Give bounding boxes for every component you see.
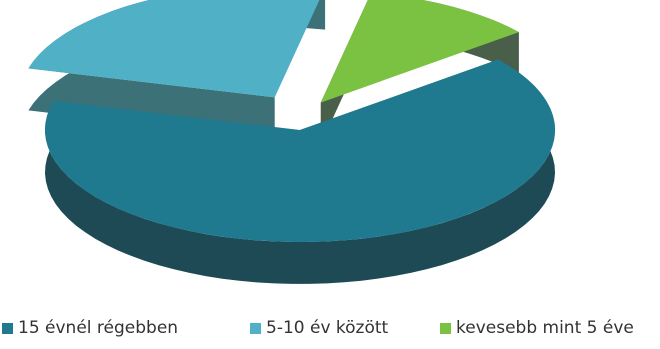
legend-label-15-plus: 15 évnél régebben	[18, 318, 179, 338]
pie-slice-under-5	[320, 0, 519, 103]
legend-item-under-5: kevesebb mint 5 éve	[440, 318, 634, 338]
pie-slice-15-plus	[45, 59, 556, 242]
legend-item-15-plus: 15 évnél régebben	[2, 318, 178, 338]
legend-label-5-10: 5-10 év között	[266, 318, 389, 338]
legend-swatch-under-5	[440, 322, 451, 334]
legend-item-5-10: 5-10 év között	[250, 318, 388, 338]
pie-chart	[28, 0, 556, 284]
legend-swatch-5-10	[250, 322, 261, 334]
legend-swatch-15-plus	[2, 322, 13, 334]
legend-label-under-5: kevesebb mint 5 éve	[456, 318, 634, 338]
pie-slice-5-10	[28, 0, 320, 98]
chart-legend: 15 évnél régebben 5-10 év között keveseb…	[0, 318, 660, 346]
